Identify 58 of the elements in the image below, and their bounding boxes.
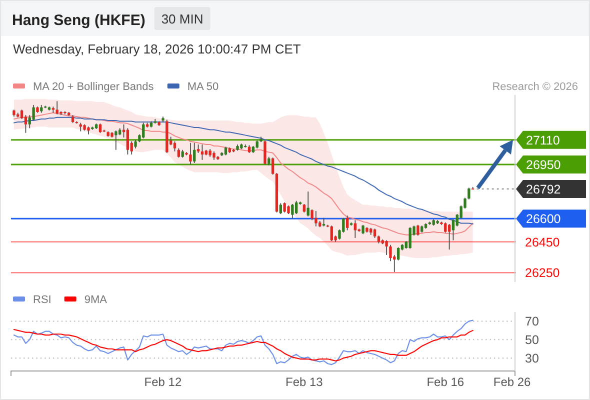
candlestick (389, 244, 392, 262)
chart-title: Hang Seng (HKFE) (12, 12, 146, 29)
candlestick (177, 148, 180, 158)
x-tick-label: Feb 26 (493, 375, 532, 389)
candlestick (189, 142, 192, 165)
candlestick (444, 222, 447, 233)
candlestick (306, 191, 310, 217)
candlestick (452, 218, 455, 241)
candlestick (200, 144, 204, 160)
candlestick (408, 226, 412, 250)
ref-line-label: 26600 (526, 212, 561, 226)
y-tick-label: 30 (525, 352, 539, 366)
y-tick-label: 50 (525, 333, 539, 348)
text: Research © 2026 (492, 81, 578, 93)
x-tick-label: Feb 12 (144, 375, 182, 389)
candlestick (56, 100, 58, 115)
ref-line-label: 26450 (525, 235, 560, 250)
legend-label: 9MA (84, 294, 108, 306)
candlestick (173, 140, 176, 152)
candlestick (291, 204, 294, 220)
legend-label: RSI (33, 294, 52, 306)
candlestick (295, 200, 298, 214)
line-series (13, 328, 474, 362)
candlestick (193, 142, 196, 164)
candlestick (362, 224, 364, 235)
candlestick (279, 202, 282, 214)
candlestick (32, 104, 35, 121)
line-series (13, 320, 474, 366)
ref-line-label: 26950 (526, 158, 561, 172)
candlestick (264, 140, 266, 165)
candlestick (385, 240, 388, 256)
candlestick (396, 246, 400, 261)
candlestick (283, 202, 286, 213)
candlestick (271, 157, 274, 176)
candlestick (98, 123, 102, 134)
candlestick (468, 187, 470, 200)
candlestick (114, 130, 118, 150)
candlestick (52, 106, 54, 114)
chart-subtitle: 30 MIN (161, 12, 204, 26)
ref-line-label: 26250 (525, 266, 560, 280)
candlestick (142, 122, 145, 139)
candlestick (346, 215, 349, 231)
text: Wednesday, February 18, 2026 10:00:47 PM CET (13, 42, 301, 56)
legend-label: MA 20 + Bollinger Bands (33, 81, 154, 93)
candlestick (373, 228, 376, 238)
y-tick-label: 70 (525, 314, 539, 329)
candlestick (310, 208, 314, 221)
legend-label: MA 50 (187, 81, 219, 93)
candlestick (416, 224, 420, 236)
ref-line-label: 27110 (526, 133, 560, 148)
candlestick (314, 210, 318, 227)
ref-line-label: 26792 (526, 182, 561, 196)
candlestick (126, 128, 130, 155)
x-tick-label: Feb 16 (426, 375, 464, 389)
candlestick (330, 225, 333, 242)
candlestick (24, 114, 28, 134)
candlestick (448, 224, 451, 250)
x-tick-label: Feb 13 (286, 375, 324, 389)
